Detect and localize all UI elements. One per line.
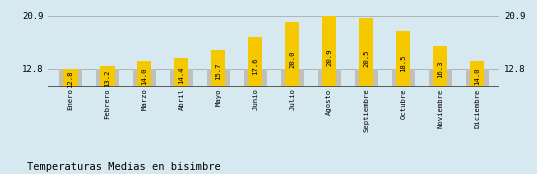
Bar — [63, 69, 77, 87]
Bar — [137, 61, 151, 87]
Text: 20.9: 20.9 — [326, 48, 332, 66]
Bar — [248, 37, 263, 87]
Text: 17.6: 17.6 — [252, 57, 258, 75]
Text: Temperaturas Medias en bisimbre: Temperaturas Medias en bisimbre — [27, 162, 221, 172]
Bar — [175, 58, 188, 87]
Bar — [212, 50, 226, 87]
Bar — [285, 22, 300, 87]
Text: 14.4: 14.4 — [178, 66, 184, 84]
Bar — [170, 69, 193, 87]
Text: 15.7: 15.7 — [215, 63, 221, 80]
Text: 20.0: 20.0 — [289, 51, 295, 68]
Text: 12.8: 12.8 — [68, 70, 74, 88]
Text: 18.5: 18.5 — [400, 55, 407, 72]
Bar — [359, 18, 373, 87]
Bar — [396, 31, 410, 87]
Bar — [470, 61, 484, 87]
Bar — [429, 69, 452, 87]
Bar — [318, 69, 341, 87]
Bar — [59, 69, 82, 87]
Text: 14.0: 14.0 — [141, 67, 148, 85]
Bar — [433, 46, 447, 87]
Text: 16.3: 16.3 — [437, 61, 443, 78]
Bar — [466, 69, 489, 87]
Text: 13.2: 13.2 — [105, 69, 111, 87]
Bar — [100, 66, 114, 87]
Bar — [281, 69, 304, 87]
Bar — [133, 69, 156, 87]
Bar — [392, 69, 415, 87]
Text: 20.5: 20.5 — [364, 49, 369, 67]
Bar — [96, 69, 119, 87]
Text: 14.0: 14.0 — [474, 67, 480, 85]
Bar — [207, 69, 230, 87]
Bar — [322, 16, 336, 87]
Bar — [355, 69, 378, 87]
Bar — [244, 69, 267, 87]
